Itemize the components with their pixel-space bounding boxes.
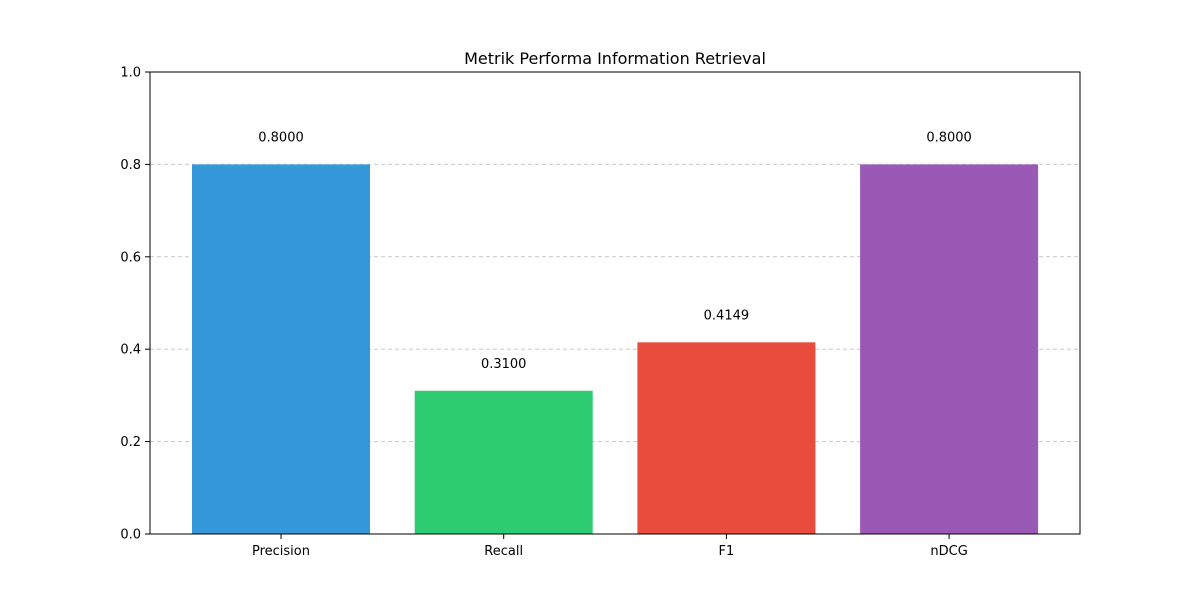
x-tick-label: Precision: [252, 544, 310, 559]
bar-precision: [192, 164, 370, 534]
y-tick-label: 0.6: [120, 250, 141, 265]
data-label: 0.8000: [258, 130, 304, 145]
chart-title: Metrik Performa Information Retrieval: [464, 49, 766, 68]
data-label: 0.8000: [926, 130, 972, 145]
y-tick-label: 0.0: [120, 528, 141, 543]
data-labels: 0.8000 0.3100 0.4149 0.8000: [258, 130, 972, 371]
y-tick-label: 0.8: [120, 158, 141, 173]
x-axis-ticks: Precision Recall F1 nDCG: [252, 534, 968, 559]
x-tick-label: nDCG: [930, 544, 967, 559]
y-tick-label: 0.2: [120, 435, 141, 450]
x-tick-label: Recall: [484, 544, 523, 559]
y-tick-label: 1.0: [120, 66, 141, 81]
data-label: 0.3100: [481, 357, 527, 372]
y-axis-ticks: 0.0 0.2 0.4 0.6 0.8 1.0: [120, 66, 150, 543]
bar-ndcg: [860, 164, 1039, 534]
plot-frame: [149, 71, 1081, 535]
bars: [192, 164, 1039, 534]
bar-f1: [637, 342, 816, 534]
data-label: 0.4149: [704, 308, 750, 323]
y-tick-label: 0.4: [120, 343, 141, 358]
bar-recall: [414, 390, 593, 534]
x-tick-label: F1: [719, 544, 735, 559]
